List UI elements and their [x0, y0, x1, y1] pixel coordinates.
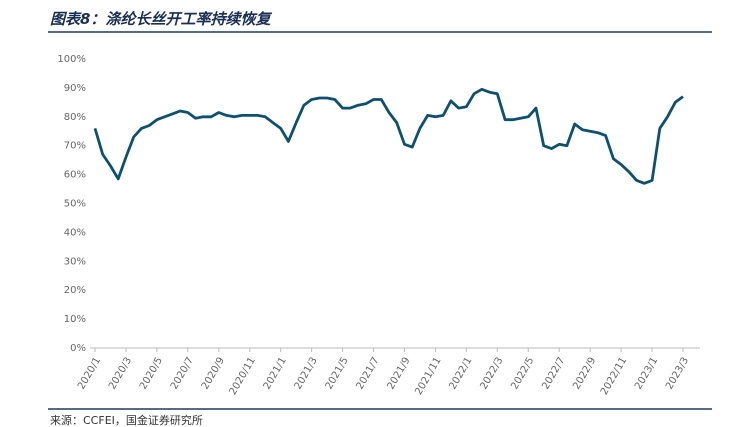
x-tick-label: 2022/3 [478, 356, 505, 392]
x-tick-label: 2023/3 [664, 356, 691, 392]
y-tick-label: 20% [64, 285, 86, 296]
x-tick-label: 2021/5 [324, 356, 351, 392]
y-tick-label: 60% [64, 170, 86, 181]
y-tick-label: 10% [64, 314, 86, 325]
x-tick-label: 2022/7 [540, 356, 567, 392]
x-tick-label: 2020/1 [76, 356, 103, 392]
y-tick-label: 0% [70, 343, 86, 354]
chart-title: 图表8：涤纶长丝开工率持续恢复 [50, 10, 272, 28]
x-tick-label: 2020/3 [107, 356, 134, 392]
line-series [93, 87, 684, 185]
y-tick-label: 100% [57, 54, 86, 65]
x-tick-label: 2021/9 [386, 356, 413, 392]
x-tick-label: 2022/1 [447, 356, 474, 392]
y-tick-label: 80% [64, 112, 86, 123]
y-tick-label: 50% [64, 199, 86, 210]
y-tick-label: 70% [64, 141, 86, 152]
y-tick-label: 40% [64, 227, 86, 238]
x-tick-label: 2022/5 [509, 356, 536, 392]
x-tick-label: 2020/7 [169, 356, 196, 392]
x-tick-label: 2021/7 [355, 356, 382, 392]
x-tick-label: 2023/1 [633, 356, 660, 392]
y-tick-label: 90% [64, 83, 86, 94]
x-tick-label: 2020/11 [228, 356, 258, 397]
x-tick-label: 2021/1 [262, 356, 289, 392]
x-tick-label: 2021/11 [413, 356, 443, 397]
x-tick-label: 2022/9 [571, 356, 598, 392]
x-tick-label: 2021/3 [293, 356, 320, 392]
x-tick-label: 2020/9 [200, 356, 227, 392]
source: 来源：CCFEI，国金证券研究所 [50, 413, 203, 427]
x-tick-label: 2022/11 [599, 356, 629, 397]
y-tick-label: 30% [64, 256, 86, 267]
x-tick-label: 2020/5 [138, 356, 165, 392]
